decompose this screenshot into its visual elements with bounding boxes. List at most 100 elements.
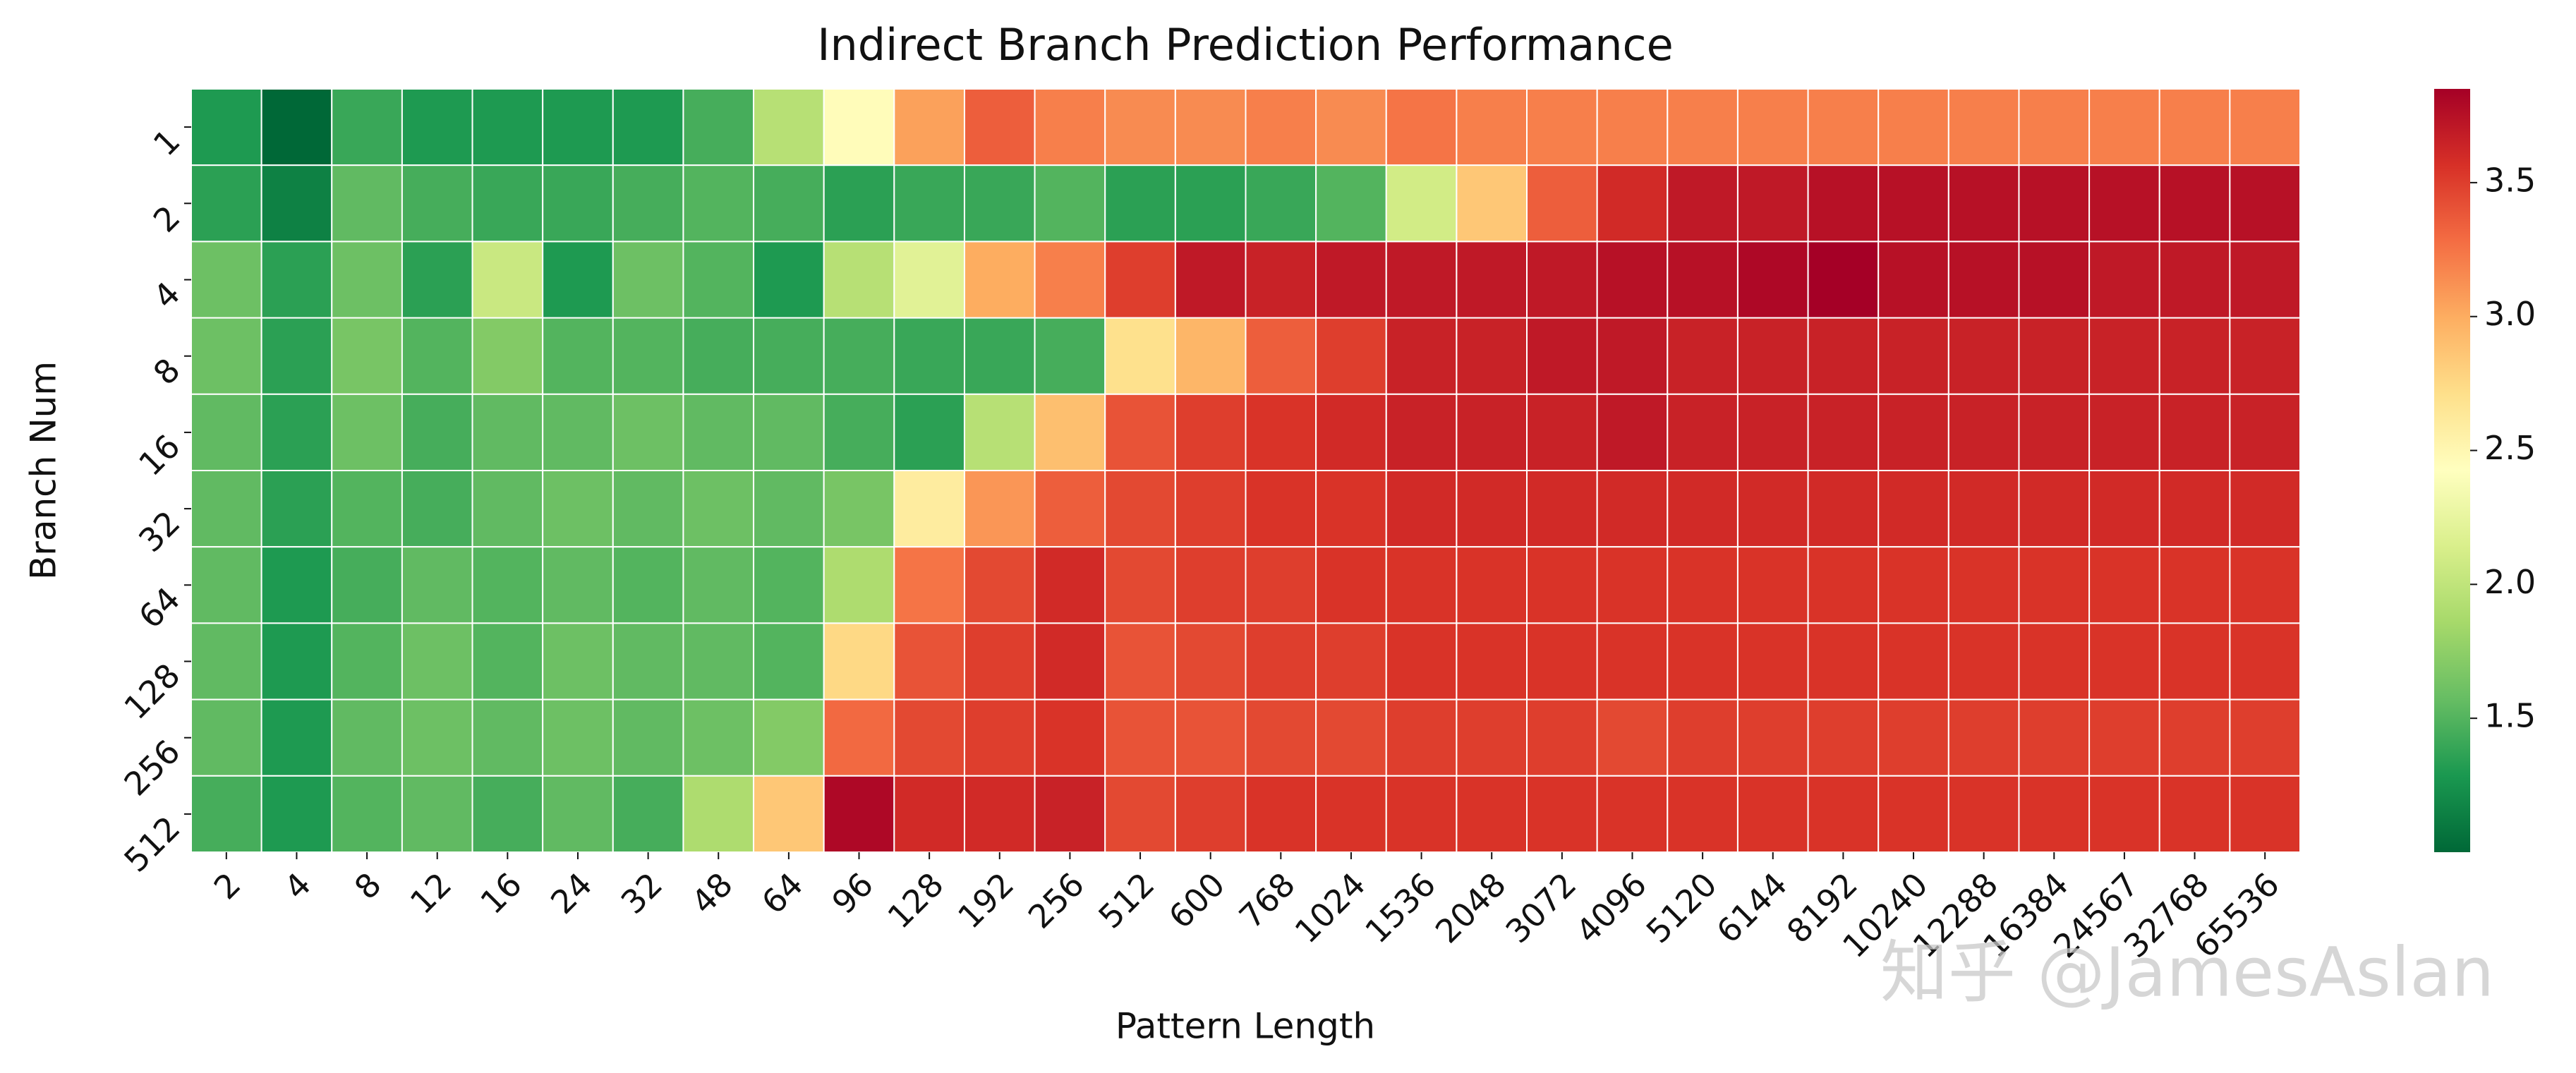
colorbar: [2434, 89, 2470, 852]
heatmap-cell: [1667, 622, 1739, 701]
heatmap-cell: [331, 546, 403, 624]
heatmap-cell: [1385, 241, 1458, 319]
heatmap-cell: [2018, 775, 2091, 854]
heatmap-cell: [2088, 317, 2160, 395]
heatmap-cell: [542, 698, 614, 777]
heatmap-cell: [471, 622, 544, 701]
heatmap-cell: [682, 88, 755, 166]
y-tick-label: 256: [116, 732, 187, 803]
heatmap-cell: [823, 546, 895, 624]
heatmap-cell: [753, 775, 825, 854]
heatmap-cell: [2158, 393, 2231, 471]
x-tick-label: 32: [614, 865, 670, 921]
heatmap-cell: [191, 317, 262, 395]
heatmap-cell: [2018, 622, 2091, 701]
heatmap-cell: [331, 317, 403, 395]
heatmap-cell: [1174, 164, 1247, 243]
heatmap-cell: [1456, 164, 1528, 243]
heatmap-cell: [1385, 698, 1458, 777]
y-tick-label: 1: [146, 122, 188, 164]
heatmap-cell: [1174, 241, 1247, 319]
heatmap-cell: [1315, 317, 1387, 395]
heatmap-cell: [2229, 393, 2302, 471]
heatmap-cell: [1104, 546, 1176, 624]
heatmap-cell: [1245, 164, 1317, 243]
heatmap-cell: [1034, 241, 1106, 319]
heatmap-cell: [260, 622, 333, 701]
heatmap-cell: [260, 698, 333, 777]
y-tick-label: 128: [116, 656, 187, 727]
heatmap-cell: [1245, 698, 1317, 777]
heatmap-cell: [542, 775, 614, 854]
heatmap-cell: [1667, 546, 1739, 624]
heatmap-cell: [401, 698, 473, 777]
heatmap-cell: [1596, 164, 1669, 243]
heatmap-cell: [1034, 775, 1106, 854]
heatmap-cell: [260, 393, 333, 471]
y-tick-label: 64: [131, 580, 188, 636]
heatmap-cell: [1667, 164, 1739, 243]
heatmap-cell: [2229, 164, 2302, 243]
heatmap-cell: [260, 775, 333, 854]
heatmap-cell: [1315, 698, 1387, 777]
heatmap-cell: [1034, 164, 1106, 243]
heatmap-cell: [2088, 241, 2160, 319]
heatmap-cell: [2229, 546, 2302, 624]
heatmap-cell: [1174, 546, 1247, 624]
heatmap-cell: [1526, 164, 1598, 243]
x-tick-label: 4: [277, 865, 318, 907]
heatmap-cell: [1385, 393, 1458, 471]
heatmap-cell: [823, 164, 895, 243]
heatmap-cell: [1456, 622, 1528, 701]
heatmap-cell: [893, 393, 965, 471]
heatmap-cell: [471, 470, 544, 548]
heatmap-cell: [1526, 88, 1598, 166]
heatmap-cell: [191, 775, 262, 854]
heatmap-cell: [2018, 317, 2091, 395]
heatmap-cell: [1736, 317, 1809, 395]
heatmap-cell: [753, 546, 825, 624]
watermark: 知乎 @JamesAslan: [1880, 933, 2494, 1012]
heatmap-cell: [2018, 164, 2091, 243]
heatmap-cell: [1807, 470, 1880, 548]
heatmap-cell: [1807, 164, 1880, 243]
heatmap-cell: [1385, 775, 1458, 854]
y-tick-label: 2: [146, 198, 188, 240]
heatmap-cell: [893, 241, 965, 319]
heatmap-cell: [1245, 622, 1317, 701]
heatmap-cell: [1807, 241, 1880, 319]
x-tick-label: 1536: [1357, 865, 1443, 950]
heatmap-cell: [2158, 622, 2231, 701]
heatmap-cell: [1385, 164, 1458, 243]
heatmap-cell: [191, 393, 262, 471]
heatmap-cell: [471, 317, 544, 395]
heatmap-cell: [1245, 241, 1317, 319]
heatmap-cell: [260, 470, 333, 548]
heatmap-cell: [612, 775, 684, 854]
heatmap-cell: [1104, 317, 1176, 395]
heatmap-cell: [1315, 241, 1387, 319]
x-tick-label: 24: [543, 865, 600, 921]
heatmap-cell: [1877, 546, 1949, 624]
heatmap-cell: [963, 241, 1036, 319]
heatmap-cell: [1104, 775, 1176, 854]
heatmap-cell: [1877, 88, 1949, 166]
heatmap-cell: [2158, 546, 2231, 624]
heatmap-cell: [542, 164, 614, 243]
heatmap-cell: [2158, 470, 2231, 548]
colorbar-tick-label: 3.0: [2484, 295, 2536, 333]
heatmap-cell: [331, 622, 403, 701]
heatmap-cell: [1596, 241, 1669, 319]
heatmap-cell: [823, 393, 895, 471]
colorbar-tick-label: 2.5: [2484, 429, 2536, 467]
heatmap-cell: [1245, 393, 1317, 471]
heatmap-cell: [1667, 470, 1739, 548]
heatmap-cell: [191, 622, 262, 701]
heatmap-cell: [2229, 88, 2302, 166]
heatmap-cell: [1456, 775, 1528, 854]
y-tick-label: 16: [131, 427, 188, 483]
heatmap-cell: [1174, 698, 1247, 777]
heatmap-cell: [1947, 775, 2020, 854]
heatmap-cell: [1596, 393, 1669, 471]
heatmap-cell: [1456, 317, 1528, 395]
